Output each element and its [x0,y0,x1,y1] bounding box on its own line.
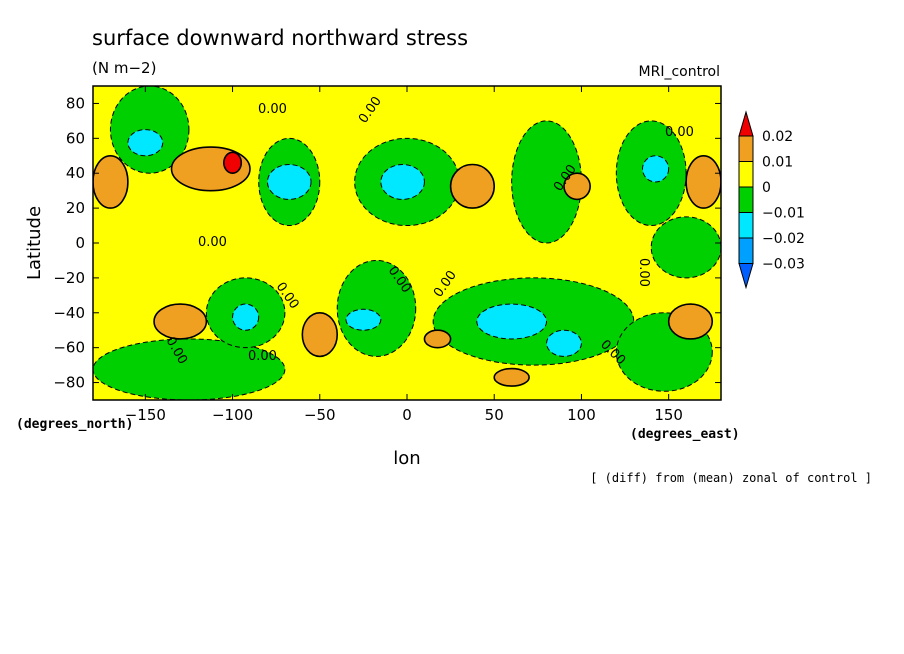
colorbar-level-label: 0.02 [762,129,793,145]
contour-label: 0.00 [198,235,227,250]
contour-region [546,329,582,357]
colorbar-segment [738,135,754,162]
colorbar-level-label: 0.01 [762,155,793,171]
chart-title: surface downward northward stress [92,26,468,50]
x-units-label: (degrees_east) [630,427,740,442]
colorbar-level-label: 0 [762,180,771,196]
contour-region [153,303,208,340]
contour-region [685,154,721,209]
contour-region [667,303,714,340]
contour-label: 0.00 [636,258,651,287]
y-tick-label: 20 [66,199,85,217]
colorbar-segment [738,186,754,213]
contour-label: 0.00 [665,125,694,140]
colorbar-level-label: −0.03 [762,257,805,273]
y-tick-label: −20 [53,269,85,287]
contour-label: 0.00 [248,349,277,364]
x-tick-label: −50 [304,406,336,424]
contour-label: 0.00 [258,102,287,117]
y-axis-label: Latitude [24,206,45,280]
contour-region [336,259,417,357]
y-tick-label: −80 [53,374,85,392]
contour-region [493,367,530,387]
footnote: [ (diff) from (mean) zonal of control ] [590,471,872,485]
contour-region [93,154,129,209]
x-tick-label: −150 [125,406,166,424]
contour-region [449,163,496,209]
colorbar-bottom-arrow [738,263,754,290]
y-tick-label: 40 [66,164,85,182]
y-tick-label: 0 [75,234,85,252]
contour-region [476,303,548,340]
x-tick-label: 50 [485,406,504,424]
x-tick-label: 150 [654,406,683,424]
contour-fill-regions [93,86,721,400]
y-units-label: (degrees_north) [16,417,133,432]
contour-region [423,329,452,349]
contour-region [232,303,260,331]
contour-region [380,164,425,200]
contour-region [345,308,382,331]
colorbar-top-arrow [738,110,754,137]
x-axis-ticks: −150 −100 −50 0 50 100 150 [125,86,683,424]
x-axis-label: lon [393,448,420,469]
y-axis-ticks: 80 60 40 20 0 −20 −40 −60 −80 [53,94,721,392]
plot-area: 0.00 0.00 0.00 0.00 0.00 0.00 0.00 0.00 … [93,86,721,400]
y-tick-label: 60 [66,129,85,147]
contour-region [301,311,339,358]
y-tick-label: −60 [53,339,85,357]
x-tick-label: 100 [567,406,596,424]
x-tick-label: 0 [402,406,412,424]
contour-region [266,164,312,200]
colorbar-level-label: −0.01 [762,206,805,222]
colorbar-level-label: −0.02 [762,231,805,247]
x-tick-label: −100 [212,406,253,424]
contour-region [563,172,591,201]
colorbar-segment [738,161,754,188]
colorbar-segment [738,237,754,264]
contour-region [93,338,286,400]
colorbar-segment [738,212,754,239]
contour-region [642,155,670,183]
y-tick-label: 80 [66,94,85,112]
y-tick-label: −40 [53,304,85,322]
contour-region [127,129,164,157]
contour-region [223,151,243,175]
contour-region [650,216,721,279]
units-label: (N m−2) [92,59,156,77]
model-label: MRI_control [639,64,720,80]
colorbar: 0.02 0.01 0 −0.01 −0.02 −0.03 [738,110,805,290]
